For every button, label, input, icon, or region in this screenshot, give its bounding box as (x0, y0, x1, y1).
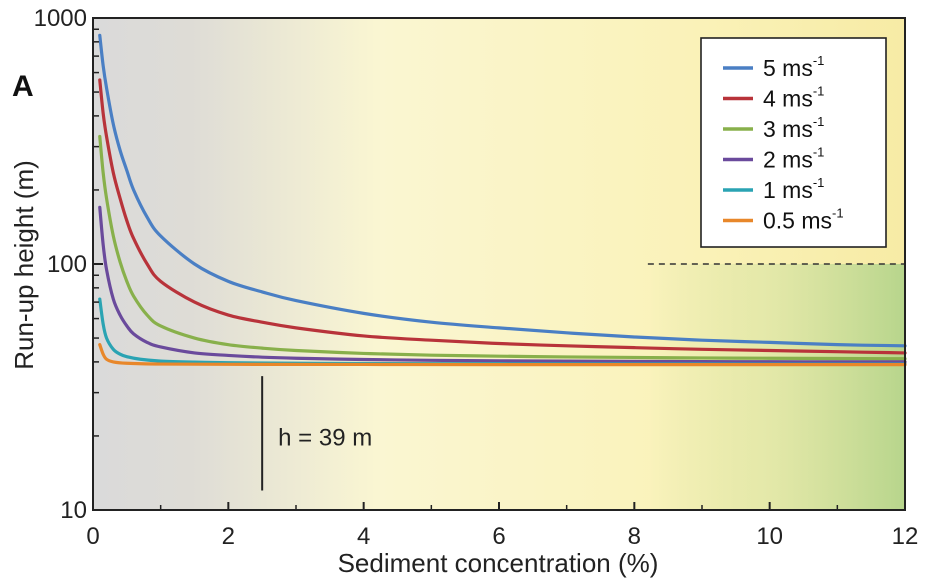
panel-label: A (12, 70, 34, 103)
x-tick-label: 10 (756, 523, 783, 550)
legend-label-0: 5 ms-1 (763, 53, 824, 81)
series-line-2 (98, 134, 907, 361)
legend-label-5: 0.5 ms-1 (763, 206, 844, 234)
annotation-layer: h = 39 m (261, 263, 905, 491)
green-region-fill (647, 264, 905, 510)
series-layer (98, 33, 907, 367)
legend-label-2: 3 ms-1 (763, 114, 824, 142)
x-tick-label: 8 (628, 523, 641, 550)
x-tick-label: 0 (86, 523, 99, 550)
series-line-5 (98, 343, 907, 367)
x-tick-label: 2 (222, 523, 235, 550)
legend-label-3: 2 ms-1 (763, 145, 824, 173)
y-tick-label: 10 (60, 497, 87, 524)
legend-box (700, 37, 887, 248)
x-tick-label: 12 (892, 523, 919, 550)
x-tick-label: 6 (492, 523, 505, 550)
x-tick-label: 4 (357, 523, 370, 550)
y-tick-label: 1000 (34, 5, 87, 32)
legend-label-1: 4 ms-1 (763, 84, 824, 112)
x-axis-title: Sediment concentration (%) (338, 548, 659, 578)
series-line-3 (98, 205, 907, 364)
annotation-label: h = 39 m (278, 424, 372, 451)
y-tick-label: 100 (47, 251, 87, 278)
series-line-1 (98, 78, 907, 355)
y-axis-title: Run-up height (m) (9, 160, 39, 370)
axes: 0 2 4 6 8 10 12 10 100 1000 (34, 5, 919, 550)
legend-label-4: 1 ms-1 (763, 175, 824, 203)
legend: 5 ms-1 4 ms-13 ms-1 2 ms-11 ms-1 0.5 ms-1 (700, 37, 887, 248)
series-line-0 (98, 33, 907, 348)
